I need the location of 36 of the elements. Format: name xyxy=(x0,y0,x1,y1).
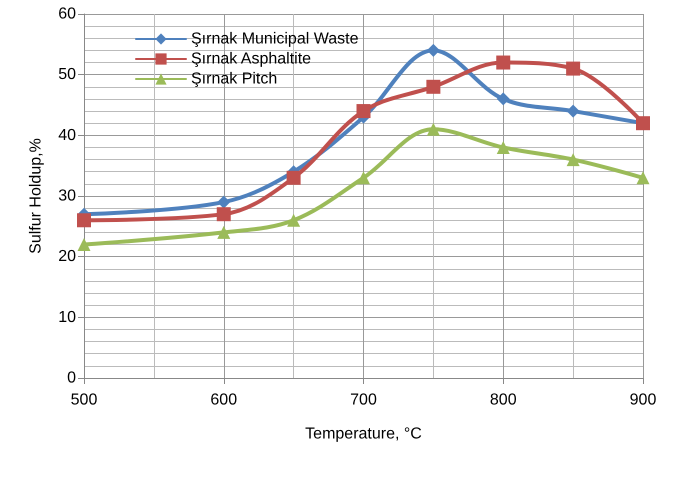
point xyxy=(426,80,440,94)
point xyxy=(287,214,300,227)
point xyxy=(566,104,580,118)
y-tick-label: 50 xyxy=(58,66,76,84)
point xyxy=(426,44,440,57)
y-tick-label: 40 xyxy=(58,126,76,144)
point xyxy=(566,62,580,76)
point xyxy=(216,207,231,222)
point xyxy=(78,238,90,252)
point xyxy=(357,171,370,184)
legend-label: Şırnak Pitch xyxy=(191,70,278,88)
x-axis-title: Temperature, °C xyxy=(305,426,422,442)
point xyxy=(217,226,230,239)
point xyxy=(636,171,650,184)
point xyxy=(566,153,580,166)
x-tick-label: 500 xyxy=(70,392,98,408)
x-tick-label: 800 xyxy=(490,392,517,408)
x-tick-label: 700 xyxy=(350,392,377,408)
legend-label: Şırnak Municipal Waste xyxy=(191,30,359,48)
x-tick-label: 600 xyxy=(210,392,238,408)
point xyxy=(496,92,510,106)
point xyxy=(496,140,510,154)
y-tick-label: 20 xyxy=(58,248,76,266)
point xyxy=(77,213,91,228)
y-tick-label: 0 xyxy=(67,370,76,386)
point xyxy=(217,196,230,209)
legend-label: Şırnak Asphaltite xyxy=(191,50,312,68)
point xyxy=(356,104,370,118)
x-tick-label: 900 xyxy=(630,392,656,408)
y-tick-label: 60 xyxy=(58,6,76,22)
point xyxy=(426,122,440,136)
y-tick-label: 30 xyxy=(58,188,76,204)
point xyxy=(286,170,301,185)
y-axis-title: Sulfur Holdup,% xyxy=(28,138,44,254)
y-tick-label: 10 xyxy=(58,308,76,326)
point xyxy=(496,56,510,70)
